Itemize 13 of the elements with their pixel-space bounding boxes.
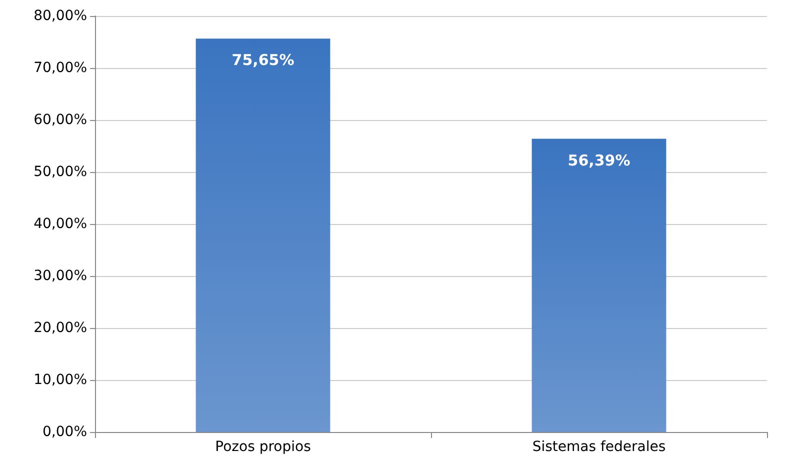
y-tick-label: 0,00% — [42, 424, 87, 440]
y-tick-label: 70,00% — [34, 60, 87, 76]
x-tick-label: Pozos propios — [215, 439, 311, 455]
y-tick-label: 20,00% — [34, 320, 87, 336]
y-tick-label: 80,00% — [34, 8, 87, 24]
x-tick-label: Sistemas federales — [532, 439, 666, 455]
y-tick-label: 30,00% — [34, 268, 87, 284]
y-tick-label: 50,00% — [34, 164, 87, 180]
data-label: 75,65% — [232, 51, 294, 70]
y-tick-label: 10,00% — [34, 372, 87, 388]
y-tick-label: 40,00% — [34, 216, 87, 232]
y-tick-label: 60,00% — [34, 112, 87, 128]
data-label: 56,39% — [568, 151, 630, 170]
